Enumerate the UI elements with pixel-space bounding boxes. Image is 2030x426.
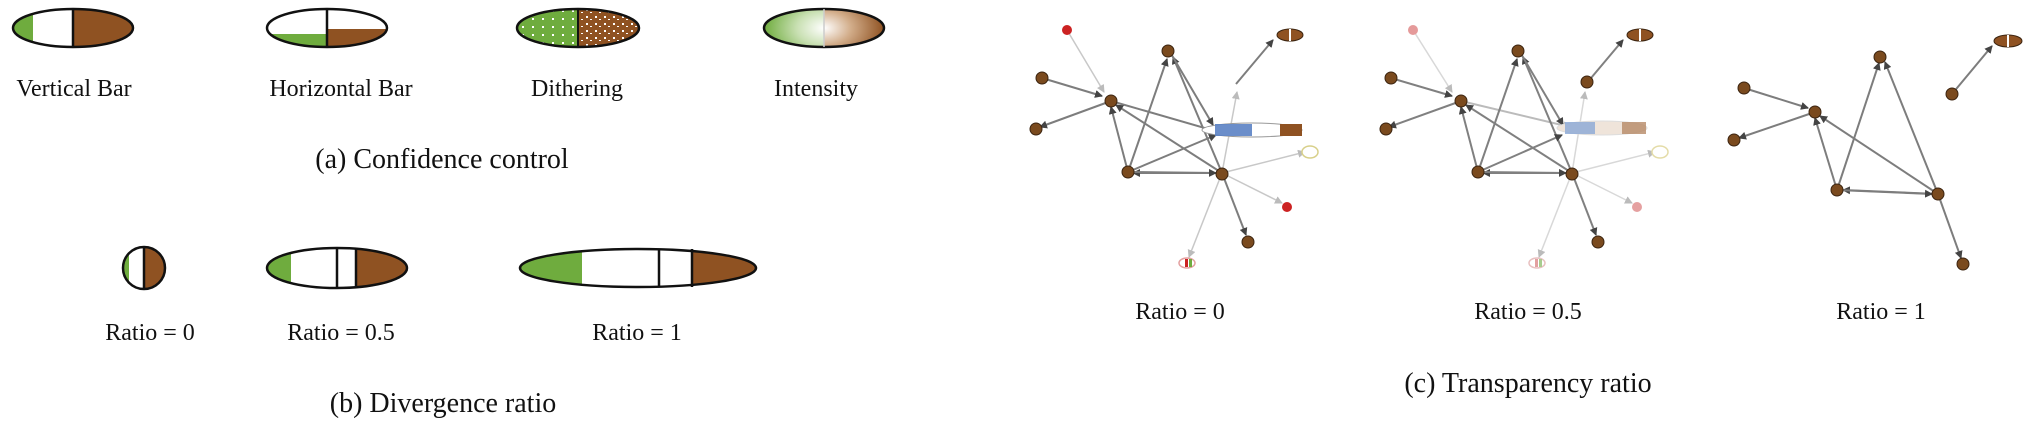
graph-ratio-1	[1727, 34, 2023, 271]
graph-label-ratio-0: Ratio = 0	[1135, 299, 1225, 325]
glyph-horizontal-bar	[265, 7, 389, 49]
glyph-ratio-1	[518, 247, 758, 289]
caption-panel-a: (a) Confidence control	[315, 144, 569, 175]
glyph-intensity	[762, 7, 886, 49]
glyph-ratio-05	[265, 246, 409, 290]
glyph-label-dithering: Dithering	[531, 76, 623, 102]
glyph-label-horizontal-bar: Horizontal Bar	[269, 76, 412, 102]
glyph-label-ratio-0: Ratio = 0	[105, 320, 195, 346]
graph-ratio-0	[1029, 25, 1319, 269]
graph-label-ratio-05: Ratio = 0.5	[1474, 299, 1582, 325]
glyph-label-intensity: Intensity	[774, 76, 858, 102]
caption-panel-c: (c) Transparency ratio	[1404, 368, 1651, 399]
graph-ratio-05	[1379, 25, 1669, 269]
glyph-vertical-bar	[11, 7, 135, 49]
glyph-label-ratio-1: Ratio = 1	[592, 320, 682, 346]
glyph-label-vertical-bar: Vertical Bar	[16, 76, 131, 102]
glyph-ratio-0	[121, 245, 167, 291]
glyph-label-ratio-05: Ratio = 0.5	[287, 320, 395, 346]
panel-a: Vertical Bar Horizontal Bar Dithering In…	[11, 7, 886, 175]
glyph-dithering	[515, 7, 641, 49]
graph-label-ratio-1: Ratio = 1	[1836, 299, 1926, 325]
panel-c: Ratio = 0 Ratio = 0.5 Ratio = 1 (c) Tran…	[1029, 25, 2023, 399]
caption-panel-b: (b) Divergence ratio	[330, 388, 557, 419]
panel-b: Ratio = 0 Ratio = 0.5 Ratio = 1 (b) Dive…	[105, 245, 758, 419]
